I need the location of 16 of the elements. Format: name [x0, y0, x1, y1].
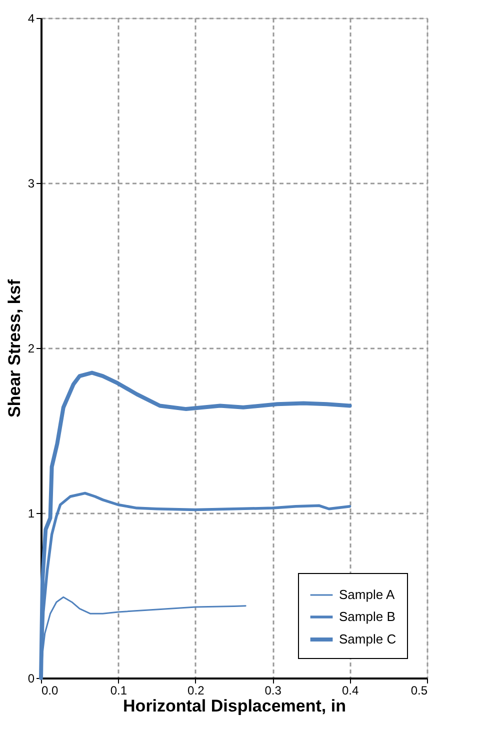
legend-label: Sample C [339, 632, 396, 646]
x-tick-label: 0.3 [264, 684, 282, 698]
y-tick-label: 1 [28, 506, 35, 520]
y-tick-label: 0 [28, 672, 35, 686]
x-axis-title: Horizontal Displacement, in [123, 696, 346, 716]
y-axis-title: Shear Stress, ksf [4, 279, 24, 418]
y-tick-label: 4 [28, 12, 35, 26]
y-tick-label: 3 [28, 176, 35, 190]
x-tick-label: 0.4 [342, 684, 359, 698]
legend-label: Sample A [339, 587, 395, 602]
x-tick-label: 0.2 [188, 684, 205, 698]
x-tick-label: 0.5 [410, 684, 428, 698]
y-tick-label: 2 [28, 342, 35, 356]
legend-label: Sample B [339, 609, 396, 624]
x-tick-label: 0.1 [110, 684, 128, 698]
x-tick-label: 0.0 [42, 684, 59, 698]
